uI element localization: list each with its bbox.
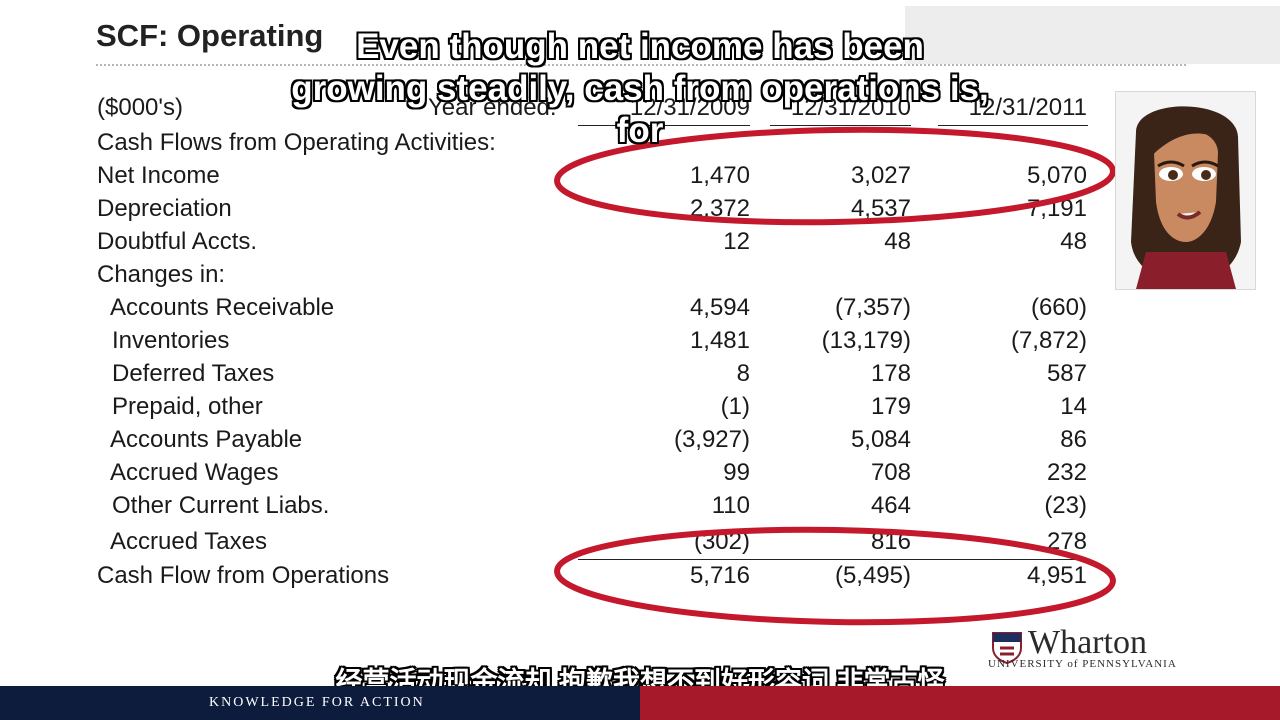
year-header-2010: 12/31/2010	[790, 94, 911, 121]
table-row: Accounts Payable (3,927) 5,084 86	[0, 426, 1280, 459]
value-2010: (13,179)	[821, 327, 911, 354]
value-2011: 278	[1046, 528, 1087, 555]
table-row: Other Current Liabs. 110 464 (23)	[0, 492, 1280, 525]
table-row: Accrued Taxes (302) 816 278	[0, 528, 1280, 561]
value-2011: 48	[1060, 228, 1087, 255]
year-underline	[770, 125, 911, 126]
value-2010: 4,537	[850, 195, 911, 222]
value-2011: 7,191	[1026, 195, 1087, 222]
row-label: Prepaid, other	[112, 393, 263, 420]
value-2010: 708	[870, 459, 911, 486]
year-underline	[578, 125, 750, 126]
logo-wordmark: Wharton	[1028, 624, 1147, 661]
value-2011: 5,070	[1026, 162, 1087, 189]
value-2010: 179	[870, 393, 911, 420]
total-label: Cash Flow from Operations	[97, 562, 390, 589]
row-label: Changes in:	[97, 261, 226, 288]
value-2010: (7,357)	[834, 294, 911, 321]
section-label: Cash Flows from Operating Activities:	[97, 129, 496, 156]
row-label: Accounts Receivable	[110, 294, 335, 321]
row-label: Deferred Taxes	[112, 360, 275, 387]
english-caption: Even though net income has been growing …	[291, 27, 989, 150]
total-2011: 4,951	[1026, 562, 1087, 589]
table-row: Depreciation 2,372 4,537 7,191	[0, 195, 1280, 228]
value-2010: 3,027	[850, 162, 911, 189]
row-label: Accounts Payable	[110, 426, 303, 453]
row-label: Depreciation	[97, 195, 232, 222]
value-2009: 1,481	[689, 327, 750, 354]
value-2011: 14	[1060, 393, 1087, 420]
table-row: Inventories 1,481 (13,179) (7,872)	[0, 327, 1280, 360]
row-label: Doubtful Accts.	[97, 228, 258, 255]
avatar-illustration	[1131, 106, 1241, 289]
value-2011: 232	[1046, 459, 1087, 486]
slide-title: SCF: Operating	[96, 18, 324, 53]
header-gray-box	[905, 6, 1280, 64]
row-label: Inventories	[112, 327, 230, 354]
value-2010: 5,084	[850, 426, 911, 453]
value-2009: 8	[736, 360, 750, 387]
total-underline	[578, 559, 1088, 560]
value-2011: (7,872)	[1010, 327, 1087, 354]
value-2010: 464	[870, 492, 911, 519]
title-divider	[96, 64, 1186, 66]
row-label: Accrued Taxes	[110, 528, 267, 555]
value-2009: 12	[723, 228, 750, 255]
value-2011: (660)	[1030, 294, 1087, 321]
value-2010: 48	[884, 228, 911, 255]
year-header-2011: 12/31/2011	[968, 94, 1087, 121]
footer-bar-right	[640, 686, 1280, 720]
presenter-avatar	[1115, 91, 1256, 290]
total-2010: (5,495)	[834, 562, 911, 589]
row-label: Accrued Wages	[110, 459, 279, 486]
table-row: Prepaid, other (1) 179 14	[0, 393, 1280, 426]
year-header-2009: 12/31/2009	[629, 94, 750, 121]
table-row: Net Income 1,470 3,027 5,070	[0, 162, 1280, 195]
wharton-logo: Wharton UNIVERSITY of PENNSYLVANIA	[988, 624, 1198, 674]
table-row: Accrued Wages 99 708 232	[0, 459, 1280, 492]
value-2009: (3,927)	[673, 426, 750, 453]
value-2010: 816	[870, 528, 911, 555]
year-underline	[938, 125, 1088, 126]
value-2009: (1)	[720, 393, 750, 420]
table-row: Accounts Receivable 4,594 (7,357) (660)	[0, 294, 1280, 327]
row-label: Other Current Liabs.	[112, 492, 330, 519]
value-2011: (23)	[1044, 492, 1087, 519]
table-row: Doubtful Accts. 12 48 48	[0, 228, 1280, 261]
logo-subtitle: UNIVERSITY of PENNSYLVANIA	[988, 658, 1177, 670]
value-2009: 4,594	[689, 294, 750, 321]
total-row: Cash Flow from Operations 5,716 (5,495) …	[0, 562, 1280, 595]
value-2011: 587	[1046, 360, 1087, 387]
shield-icon	[992, 632, 1022, 664]
value-2011: 86	[1060, 426, 1087, 453]
value-2010: 178	[870, 360, 911, 387]
units-label: ($000's)	[97, 94, 183, 121]
table-row: Changes in:	[0, 261, 1280, 294]
value-2009: 99	[723, 459, 750, 486]
value-2009: 110	[711, 492, 750, 519]
footer-bar-left: KNOWLEDGE FOR ACTION	[0, 686, 640, 720]
section-row: Cash Flows from Operating Activities:	[0, 129, 1280, 162]
table-row: Deferred Taxes 8 178 587	[0, 360, 1280, 393]
row-label: Net Income	[97, 162, 220, 189]
year-ended-label: Year ended:	[428, 94, 557, 121]
footer-tagline: KNOWLEDGE FOR ACTION	[209, 695, 425, 710]
